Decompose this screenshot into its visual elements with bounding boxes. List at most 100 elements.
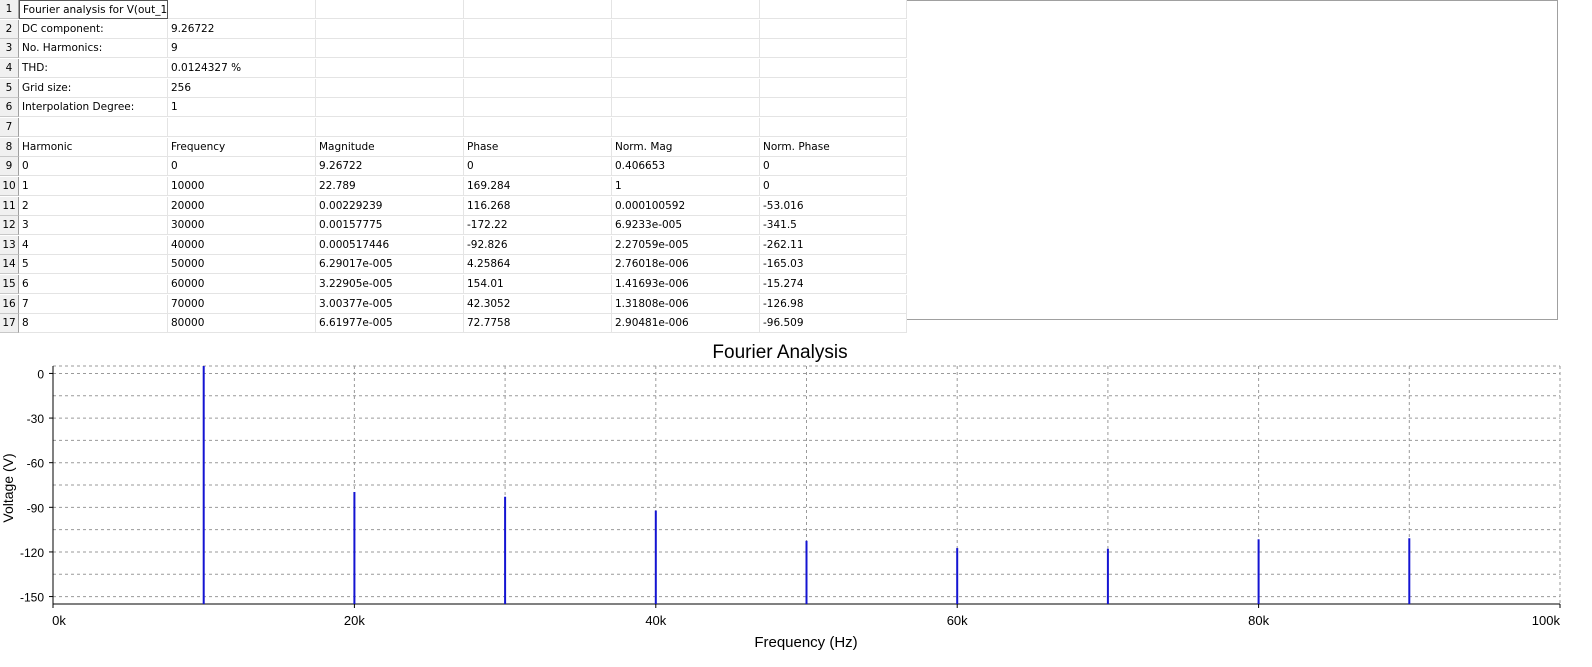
sheet-cell[interactable]: 1.31808e-006 xyxy=(612,294,760,314)
sheet-cell[interactable]: 30000 xyxy=(168,216,316,236)
sheet-cell[interactable]: 0 xyxy=(168,157,316,177)
row-number[interactable]: 8 xyxy=(0,137,19,157)
sheet-cell[interactable]: Grid size: xyxy=(19,78,168,98)
sheet-cell[interactable] xyxy=(316,19,464,39)
sheet-cell[interactable] xyxy=(464,78,612,98)
sheet-cell[interactable]: 6.9233e-005 xyxy=(612,216,760,236)
sheet-row[interactable]: 17 8 80000 6.61977e-005 72.7758 2.90481e-006-… xyxy=(0,314,907,334)
sheet-cell[interactable]: 2 xyxy=(19,196,168,216)
row-number[interactable]: 4 xyxy=(0,58,19,78)
sheet-cell[interactable]: 6.29017e-005 xyxy=(316,255,464,275)
sheet-cell[interactable]: 70000 xyxy=(168,294,316,314)
spectrum-bar[interactable] xyxy=(353,491,356,604)
sheet-cell[interactable] xyxy=(612,0,760,19)
sheet-cell[interactable] xyxy=(168,0,316,19)
sheet-cell[interactable]: -96.509 xyxy=(760,314,907,334)
sheet-cell[interactable] xyxy=(316,0,464,19)
sheet-cell[interactable]: Interpolation Degree: xyxy=(19,98,168,118)
sheet-cell[interactable] xyxy=(464,117,612,137)
sheet-cell[interactable]: DC component: xyxy=(19,19,168,39)
sheet-cell[interactable] xyxy=(760,117,907,137)
sheet-cell[interactable]: Phase xyxy=(464,137,612,157)
row-number[interactable]: 7 xyxy=(0,117,19,137)
sheet-cell[interactable] xyxy=(612,19,760,39)
sheet-row[interactable]: 9 0 0 9.26722 0 0.406653 0 xyxy=(0,157,907,177)
spectrum-bar[interactable] xyxy=(202,366,205,604)
sheet-row[interactable]: 10 1 10000 22.789 169.284 1 0 xyxy=(0,176,907,196)
sheet-cell[interactable] xyxy=(464,19,612,39)
row-number[interactable]: 6 xyxy=(0,98,19,118)
spectrum-bar[interactable] xyxy=(504,496,507,604)
sheet-cell[interactable]: -172.22 xyxy=(464,216,612,236)
sheet-row[interactable]: 2 DC component: 9.26722 xyxy=(0,19,907,39)
sheet-cell[interactable]: 80000 xyxy=(168,314,316,334)
sheet-cell[interactable] xyxy=(760,0,907,19)
sheet-cell[interactable] xyxy=(316,98,464,118)
sheet-row[interactable]: 13 4 40000 0.000517446 -92.826 2.27059e-005 -2… xyxy=(0,235,907,255)
sheet-cell[interactable]: 169.284 xyxy=(464,176,612,196)
sheet-cell[interactable]: 4.25864 xyxy=(464,255,612,275)
sheet-cell[interactable] xyxy=(760,58,907,78)
sheet-row[interactable]: 7 xyxy=(0,117,907,137)
sheet-cell[interactable]: THD: xyxy=(19,58,168,78)
sheet-row[interactable]: 3 No. Harmonics: 9 xyxy=(0,39,907,59)
sheet-cell[interactable]: Frequency xyxy=(168,137,316,157)
fourier-results-spreadsheet[interactable]: 1 Fourier analysis for V(out_1): 2 DC compo… xyxy=(0,0,907,334)
sheet-cell[interactable]: 3.00377e-005 xyxy=(316,294,464,314)
sheet-cell[interactable]: -92.826 xyxy=(464,235,612,255)
row-number[interactable]: 15 xyxy=(0,275,19,295)
sheet-cell[interactable]: 22.789 xyxy=(316,176,464,196)
sheet-cell[interactable]: 42.3052 xyxy=(464,294,612,314)
sheet-cell[interactable] xyxy=(760,39,907,59)
row-number[interactable]: 5 xyxy=(0,78,19,98)
sheet-cell[interactable]: 20000 xyxy=(168,196,316,216)
sheet-cell[interactable] xyxy=(760,19,907,39)
row-number[interactable]: 13 xyxy=(0,235,19,255)
sheet-cell[interactable]: No. Harmonics: xyxy=(19,39,168,59)
sheet-cell[interactable]: -165.03 xyxy=(760,255,907,275)
sheet-cell[interactable] xyxy=(760,78,907,98)
sheet-cell[interactable]: -341.5 xyxy=(760,216,907,236)
row-number[interactable]: 17 xyxy=(0,314,19,334)
sheet-row[interactable]: 12 3 30000 0.00157775 -172.22 6.9233e-005 -341… xyxy=(0,216,907,236)
sheet-cell[interactable]: 72.7758 xyxy=(464,314,612,334)
row-number[interactable]: 1 xyxy=(0,0,19,19)
sheet-cell[interactable]: 7 xyxy=(19,294,168,314)
row-number[interactable]: 12 xyxy=(0,216,19,236)
sheet-cell[interactable]: 0.00157775 xyxy=(316,216,464,236)
sheet-cell[interactable] xyxy=(316,58,464,78)
sheet-cell[interactable]: Magnitude xyxy=(316,137,464,157)
sheet-row[interactable]: 5 Grid size: 256 xyxy=(0,78,907,98)
sheet-cell[interactable]: -126.98 xyxy=(760,294,907,314)
sheet-cell[interactable] xyxy=(612,78,760,98)
sheet-cell[interactable] xyxy=(464,58,612,78)
sheet-cell[interactable]: 0.000100592 xyxy=(612,196,760,216)
sheet-cell[interactable]: 8 xyxy=(19,314,168,334)
sheet-cell[interactable]: -15.274 xyxy=(760,275,907,295)
sheet-cell[interactable]: 154.01 xyxy=(464,275,612,295)
sheet-cell[interactable]: Norm. Phase xyxy=(760,137,907,157)
sheet-cell[interactable]: 0.406653 xyxy=(612,157,760,177)
sheet-cell[interactable]: 0 xyxy=(19,157,168,177)
sheet-cell[interactable]: 0 xyxy=(760,157,907,177)
sheet-cell[interactable]: 1 xyxy=(612,176,760,196)
row-number[interactable]: 9 xyxy=(0,157,19,177)
sheet-cell[interactable] xyxy=(612,39,760,59)
sheet-cell[interactable]: 1 xyxy=(19,176,168,196)
row-number[interactable]: 11 xyxy=(0,196,19,216)
spectrum-bar[interactable] xyxy=(1408,538,1411,604)
spectrum-bar[interactable] xyxy=(654,510,657,604)
sheet-cell[interactable] xyxy=(316,117,464,137)
sheet-cell[interactable] xyxy=(760,98,907,118)
sheet-cell[interactable]: 2.76018e-006 xyxy=(612,255,760,275)
sheet-row[interactable]: 16 7 70000 3.00377e-005 42.3052 1.31808e-006-… xyxy=(0,294,907,314)
spectrum-bar[interactable] xyxy=(805,540,808,604)
sheet-cell[interactable] xyxy=(316,78,464,98)
spectrum-bar[interactable] xyxy=(1106,548,1109,604)
sheet-row[interactable]: 14 5 50000 6.29017e-005 4.25864 2.76018e-006-… xyxy=(0,255,907,275)
sheet-cell[interactable]: 40000 xyxy=(168,235,316,255)
sheet-cell[interactable]: 2.27059e-005 xyxy=(612,235,760,255)
row-number[interactable]: 16 xyxy=(0,294,19,314)
sheet-row[interactable]: 6 Interpolation Degree: 1 xyxy=(0,98,907,118)
sheet-cell[interactable]: 9.26722 xyxy=(316,157,464,177)
